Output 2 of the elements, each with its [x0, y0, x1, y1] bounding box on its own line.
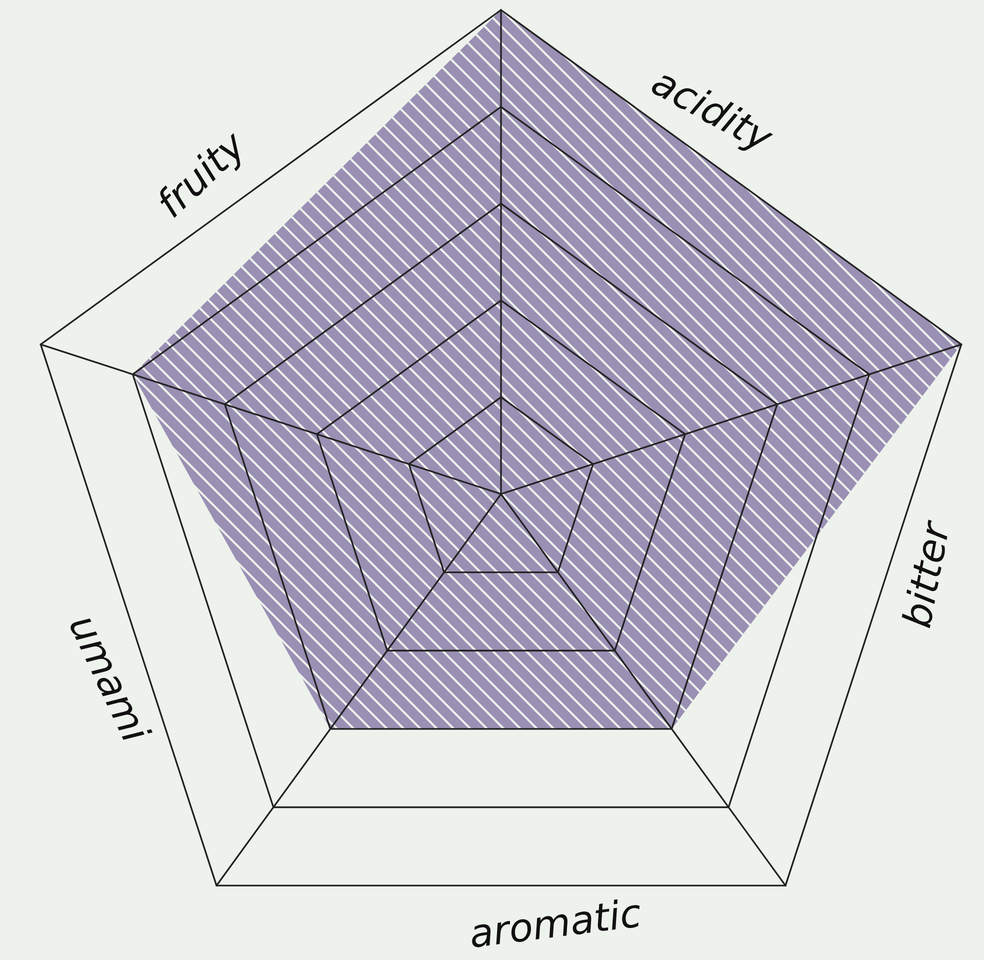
spoke-label: aromatic — [469, 896, 642, 948]
spoke-label: bitter — [900, 518, 950, 628]
